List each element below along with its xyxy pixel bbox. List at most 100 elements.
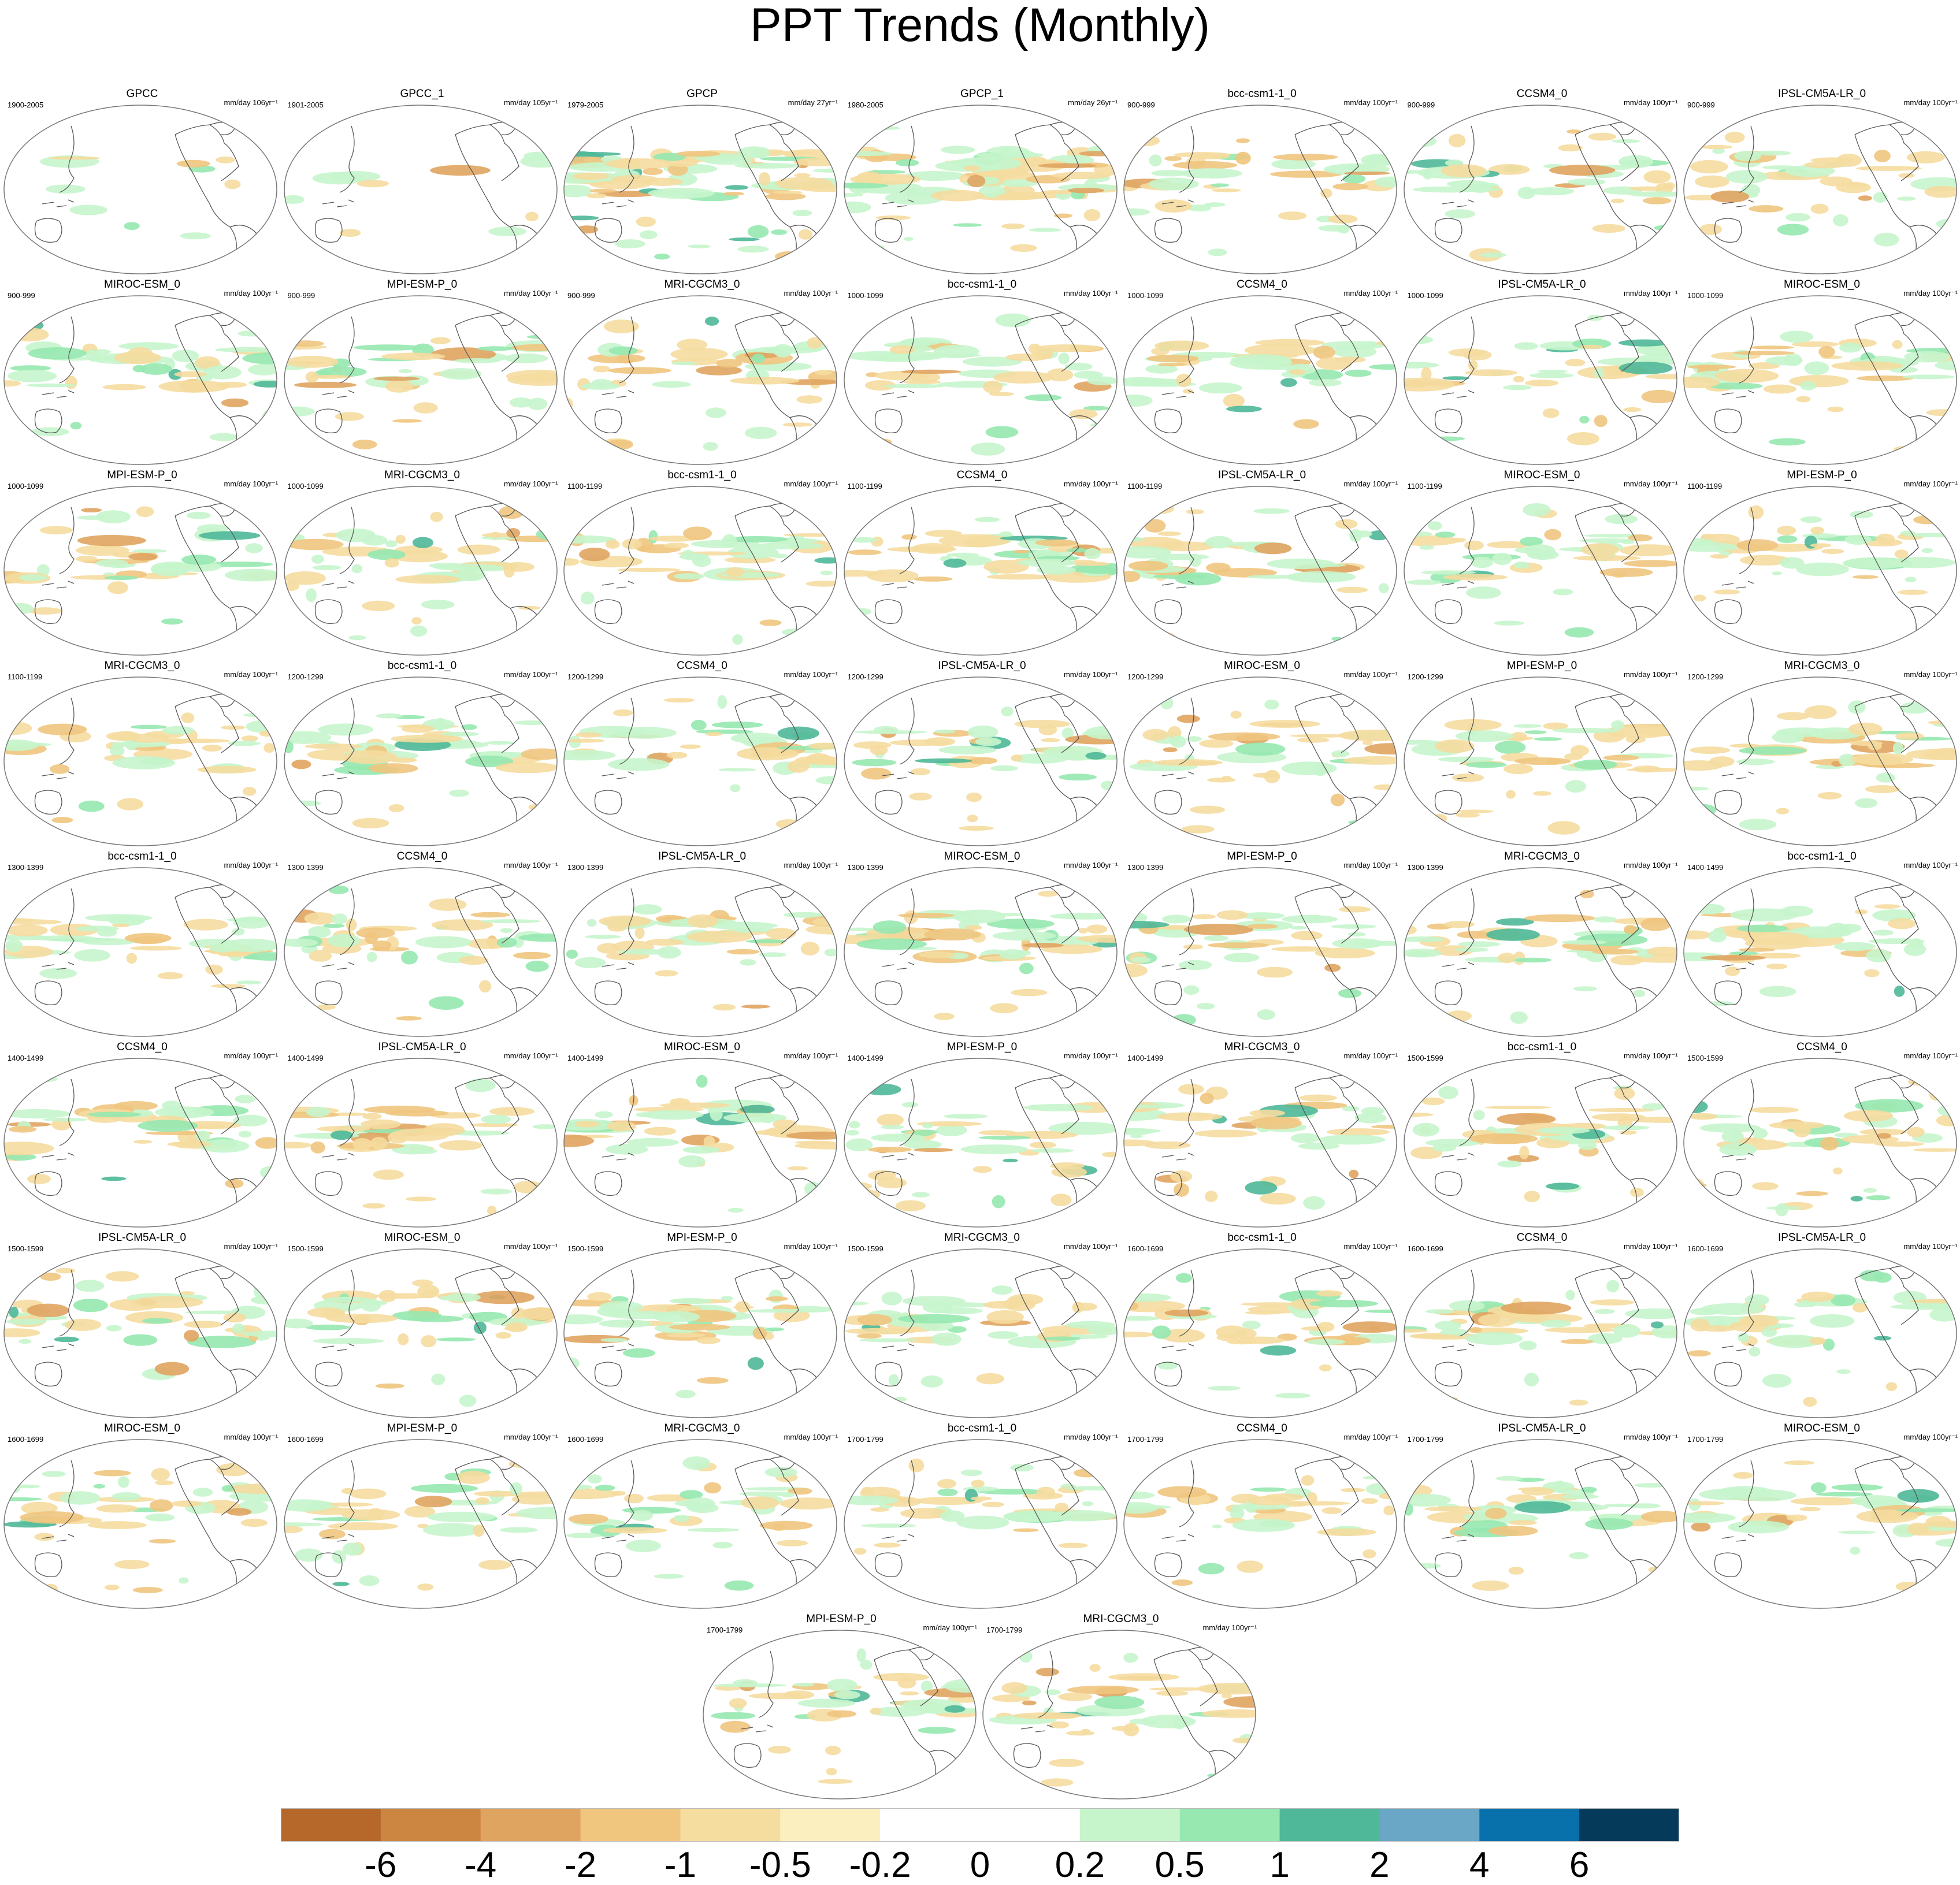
coastline [175,696,239,753]
trend-patch [195,356,220,370]
panel-period: 1700-1799 [707,1626,743,1634]
trend-patch [55,1267,75,1274]
trend-patch [228,741,261,746]
trend-patch [647,1494,690,1502]
trend-patch [798,229,813,240]
trend-patch [922,1122,933,1129]
coastline [1015,315,1079,372]
trend-patch [360,1119,400,1129]
coastline [734,124,799,181]
trend-patch [1523,1191,1540,1202]
coastline [59,1079,75,1146]
trend-patch [817,248,830,259]
trend-patch [1143,503,1174,514]
trend-patch [430,1373,445,1385]
coastline [1889,884,1916,898]
trend-patch [897,1314,970,1323]
trend-patch [1699,1123,1761,1133]
trend-patch [1023,1104,1094,1111]
trend-patch [1690,746,1731,754]
trend-patch [1361,1107,1384,1116]
trend-field [1684,503,1957,653]
trend-patch [129,946,182,951]
colorbar-swatch [480,1808,581,1842]
trend-patch [605,540,620,549]
trend-patch [1245,1181,1278,1195]
coastline [34,599,62,624]
trend-patch [908,793,932,801]
colorbar-label: -2 [564,1845,597,1885]
trend-patch [1278,211,1307,221]
trend-patch [1684,1100,1708,1113]
trend-patch [1844,534,1872,545]
trend-patch [1313,345,1335,359]
trend-patch [1206,562,1231,573]
trend-patch [1864,969,1880,977]
trend-patch [1736,924,1789,932]
panel-period: 1300-1399 [1407,863,1443,872]
coastline [322,1534,354,1542]
coastline [1629,1369,1657,1397]
trend-patch [680,1490,703,1500]
trend-field [1404,884,1677,1035]
trend-patch [1434,1321,1461,1330]
colorbar-swatch [680,1808,781,1842]
coastline [42,390,75,398]
panel-units: mm/day 100yr⁻¹ [1623,670,1678,679]
coastline [874,1362,903,1387]
trend-patch [873,726,899,734]
trend-patch [1874,232,1899,247]
trend-patch [1888,1510,1899,1517]
coastline [1294,1459,1359,1516]
trend-patch [735,1301,751,1313]
trend-patch [439,1140,482,1151]
trend-patch [1337,225,1350,234]
trend-patch [1628,186,1666,191]
trend-field [284,312,557,463]
coastline [1153,1649,1218,1706]
coastline [1329,503,1356,517]
trend-patch [480,919,541,924]
coastline [34,218,62,243]
colorbar-label: -6 [365,1845,397,1885]
trend-patch [1124,1139,1156,1147]
coastline [209,1075,236,1089]
trend-patch [922,1301,952,1314]
panel-period: 1000-1099 [8,482,44,490]
trend-patch [1202,1709,1256,1718]
trend-patch [1610,720,1624,730]
trend-patch [1250,1117,1302,1130]
trend-patch [795,756,837,764]
trend-patch [96,510,131,523]
coastline [1161,962,1194,970]
trend-patch [439,368,481,380]
coastline [1161,1534,1194,1542]
trend-patch [1083,548,1101,560]
trend-patch [1873,1272,1892,1283]
map-boundary [563,1058,837,1228]
trend-patch [1338,988,1362,998]
coastline [1854,696,1919,753]
trend-patch [934,729,956,734]
trend-patch [317,723,373,736]
trend-patch [873,1673,929,1682]
map-svg [3,1058,277,1228]
trend-patch [1565,780,1586,793]
panel-title: MRI-CGCM3_0 [384,469,460,481]
panel-period: 1300-1399 [567,863,604,872]
coastline [1070,1559,1097,1588]
trend-patch [1650,1321,1664,1329]
map-boundary [843,1058,1118,1228]
trend-patch [1181,825,1215,834]
trend-patch [1445,209,1475,219]
trend-field [711,1646,976,1797]
coastline [1329,312,1356,326]
trend-patch [496,937,517,948]
coastline [209,1265,236,1280]
trend-patch [1010,988,1047,997]
colorbar-swatch [780,1808,881,1842]
trend-patch [900,369,961,374]
trend-patch [1111,1726,1139,1731]
trend-patch [608,346,638,355]
map-svg [843,295,1118,465]
